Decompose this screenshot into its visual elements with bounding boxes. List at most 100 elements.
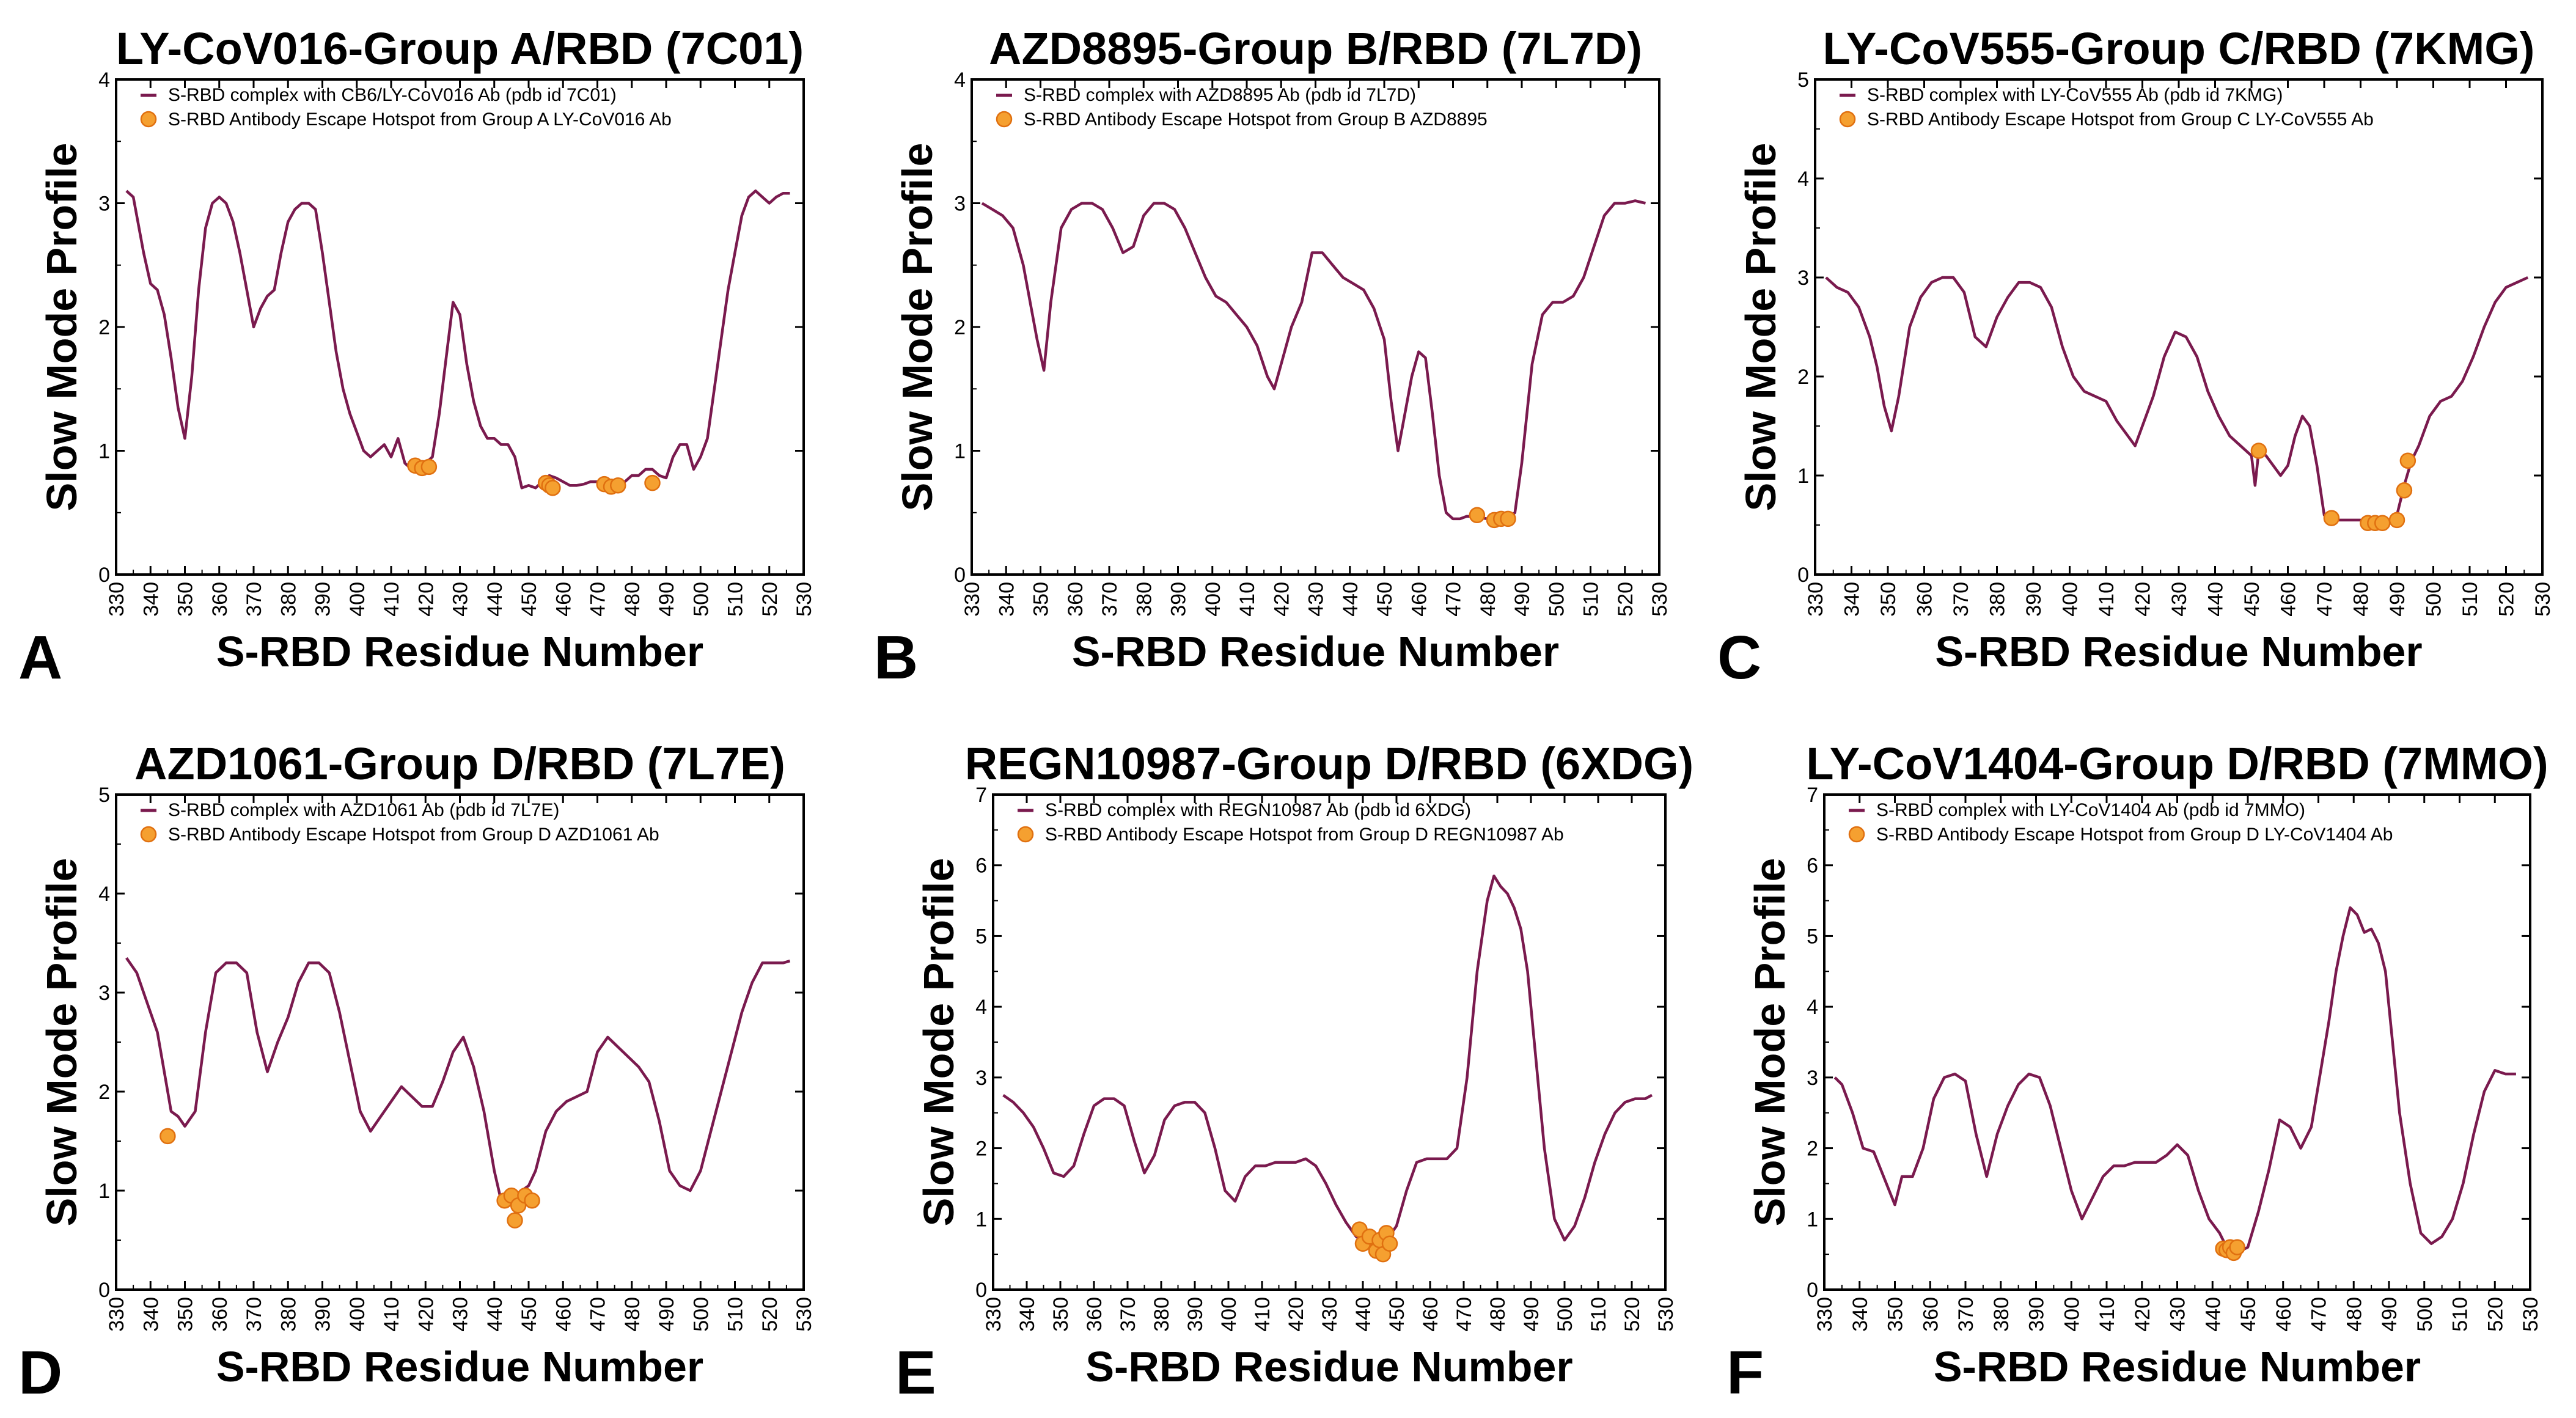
escape-hotspot-point [1500,510,1516,527]
y-tick-label: 5 [98,784,110,807]
plot-frame [115,78,805,576]
x-tick-label: 370 [243,582,266,617]
panel-letter: D [18,1339,62,1407]
y-axis-label: Slow Mode Profile [38,143,86,512]
x-tick-label: 460 [2272,1297,2295,1332]
y-tick-label: 5 [1797,68,1809,92]
y-tick-label: 1 [98,440,110,463]
x-tick-label: 480 [1486,1297,1510,1332]
x-tick-label: 460 [552,582,575,617]
x-tick-label: 390 [1167,582,1191,617]
x-tick-label: 400 [1217,1297,1241,1332]
legend-entry: S-RBD Antibody Escape Hotspot from Group… [1045,825,1564,845]
x-tick-label: 490 [2386,582,2409,617]
x-tick-label: 520 [1614,582,1637,617]
x-tick-label: 400 [1202,582,1225,617]
x-tick-label: 340 [995,582,1018,617]
x-tick-label: 440 [2204,582,2228,617]
x-tick-label: 400 [346,582,369,617]
x-tick-label: 380 [1132,582,1156,617]
legend-entry: S-RBD complex with LY-CoV1404 Ab (pdb id… [1876,800,2305,820]
y-tick-label: 2 [975,1137,987,1161]
x-tick-label: 470 [587,1297,610,1332]
escape-hotspot-point [610,477,626,494]
x-tick-label: 350 [174,1297,197,1332]
x-tick-label: 340 [1016,1297,1039,1332]
legend-entry: S-RBD complex with CB6/LY-CoV016 Ab (pdb… [168,85,617,105]
x-tick-label: 460 [1419,1297,1442,1332]
x-tick-label: 460 [2277,582,2300,617]
x-tick-label: 470 [587,582,610,617]
panel-letter: F [1727,1339,1764,1407]
y-tick-label: 4 [975,996,987,1019]
x-tick-label: 500 [1554,1297,1577,1332]
y-tick-label: 1 [1807,1208,1818,1231]
x-tick-label: 420 [2132,582,2155,617]
x-tick-label: 350 [1030,582,1053,617]
escape-hotspot-point [420,458,438,476]
y-tick-label: 4 [98,68,110,92]
escape-hotspot-point [2388,512,2405,529]
y-tick-label: 4 [98,883,110,906]
x-tick-label: 360 [208,582,232,617]
x-axis-label: S-RBD Residue Number [216,628,703,675]
escape-hotspot-point [2250,443,2267,459]
x-tick-label: 370 [1950,582,1973,617]
x-tick-label: 370 [1954,1297,1978,1332]
x-tick-label: 360 [1064,582,1087,617]
escape-hotspot-point [507,1212,523,1229]
x-tick-label: 360 [1083,1297,1106,1332]
y-tick-label: 2 [1807,1137,1818,1161]
legend-entry: S-RBD Antibody Escape Hotspot from Group… [1876,825,2393,845]
x-tick-label: 330 [105,1297,128,1332]
x-tick-label: 530 [2531,582,2555,617]
escape-hotspot-point [2399,452,2416,469]
legend-entry: S-RBD complex with AZD8895 Ab (pdb id 7L… [1024,85,1416,105]
escape-hotspot-point [2396,482,2413,499]
x-tick-label: 440 [1352,1297,1375,1332]
x-tick-label: 430 [1318,1297,1341,1332]
escape-hotspot-point [545,480,561,496]
legend-marker-swatch [140,111,157,128]
plot-frame [971,78,1660,576]
x-tick-label: 530 [1654,1297,1678,1332]
x-tick-label: 520 [2495,582,2519,617]
slow-mode-profile-line [125,189,790,490]
panel-letter: A [18,623,62,692]
x-tick-label: 430 [449,1297,472,1332]
plot-frame [1823,793,2531,1291]
legend-marker-swatch [1017,826,1034,843]
x-tick-label: 430 [1305,582,1328,617]
y-tick-label: 3 [98,193,110,216]
x-tick-label: 530 [1648,582,1671,617]
y-tick-label: 2 [954,316,966,339]
panel-a: LY-CoV016-Group A/RBD (7C01)330 340 350 360… [18,23,816,692]
x-tick-label: 330 [961,582,984,617]
x-tick-label: 330 [1813,1297,1837,1332]
x-tick-label: 440 [2201,1297,2225,1332]
panel-title: LY-CoV555-Group C/RBD (7KMG) [1823,23,2535,74]
panel-f: LY-CoV1404-Group D/RBD (7MMO)330 340 350 36… [1727,738,2548,1407]
x-tick-label: 410 [2096,1297,2119,1332]
x-axis-label: S-RBD Residue Number [216,1343,703,1390]
escape-hotspot-point [2229,1239,2245,1255]
x-tick-label: 480 [1477,582,1500,617]
x-tick-label: 530 [793,582,816,617]
y-axis-label: Slow Mode Profile [1737,143,1785,512]
x-tick-label: 350 [1049,1297,1073,1332]
plot-frame [1814,78,2544,576]
x-tick-label: 490 [2378,1297,2401,1332]
y-tick-label: 5 [1807,925,1818,948]
x-tick-label: 480 [2343,1297,2366,1332]
y-tick-label: 3 [954,193,966,216]
y-tick-label: 3 [1807,1067,1818,1090]
y-tick-label: 2 [98,316,110,339]
x-tick-label: 510 [724,1297,747,1332]
legend-marker-swatch [140,826,157,843]
slow-mode-profile-line [1825,276,2529,525]
legend-entry: S-RBD complex with LY-CoV555 Ab (pdb id … [1867,85,2283,105]
x-tick-label: 360 [1914,582,1937,617]
y-tick-label: 3 [98,982,110,1005]
x-tick-label: 380 [277,1297,300,1332]
x-tick-label: 380 [277,582,300,617]
